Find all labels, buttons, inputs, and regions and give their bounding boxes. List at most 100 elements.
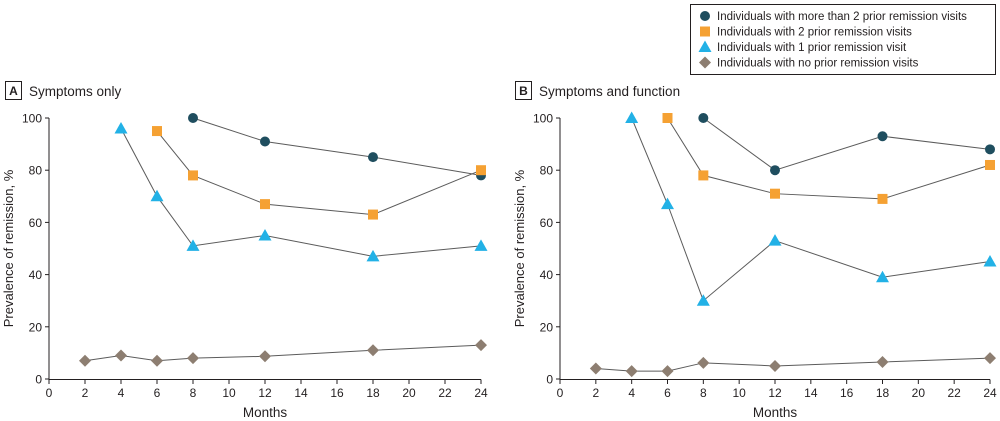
x-tick-label: 4 bbox=[118, 386, 125, 400]
y-tick-label: 60 bbox=[29, 216, 43, 230]
x-tick-label: 24 bbox=[474, 386, 488, 400]
x-tick-label: 10 bbox=[222, 386, 236, 400]
x-tick-label: 14 bbox=[804, 386, 818, 400]
legend-label: Individuals with more than 2 prior remis… bbox=[717, 11, 967, 23]
legend: Individuals with more than 2 prior remis… bbox=[690, 4, 996, 75]
x-tick-label: 20 bbox=[402, 386, 416, 400]
x-tick-label: 6 bbox=[154, 386, 161, 400]
y-tick-label: 100 bbox=[533, 112, 553, 126]
data-point-diamond bbox=[769, 359, 781, 372]
x-tick-label: 18 bbox=[366, 386, 380, 400]
y-axis-label: Prevalence of remission, % bbox=[512, 169, 527, 327]
data-point-square bbox=[368, 209, 378, 220]
data-point-circle bbox=[985, 144, 995, 155]
data-point-diamond bbox=[187, 352, 199, 365]
data-point-circle bbox=[698, 113, 709, 123]
legend-label: Individuals with 2 prior remission visit… bbox=[717, 27, 912, 39]
data-point-square bbox=[985, 159, 995, 170]
y-tick-label: 20 bbox=[540, 320, 554, 334]
x-tick-label: 22 bbox=[438, 386, 452, 400]
x-tick-label: 12 bbox=[258, 386, 272, 400]
x-tick-label: 22 bbox=[947, 386, 961, 400]
data-point-square bbox=[476, 165, 486, 176]
data-point-square bbox=[698, 170, 709, 181]
x-tick-label: 20 bbox=[912, 386, 926, 400]
y-tick-label: 20 bbox=[29, 320, 43, 334]
data-point-triangle bbox=[876, 270, 889, 283]
data-point-diamond bbox=[115, 349, 127, 362]
x-tick-label: 8 bbox=[700, 386, 707, 400]
x-tick-label: 10 bbox=[732, 386, 746, 400]
data-point-diamond bbox=[367, 344, 379, 357]
data-point-diamond bbox=[79, 354, 91, 367]
data-point-square bbox=[152, 126, 162, 137]
data-point-circle bbox=[368, 152, 378, 163]
legend-label: Individuals with 1 prior remission visit bbox=[717, 42, 907, 54]
x-tick-label: 4 bbox=[628, 386, 635, 400]
data-point-triangle bbox=[474, 239, 488, 251]
x-tick-label: 2 bbox=[592, 386, 599, 400]
legend-box bbox=[690, 4, 996, 75]
series-line bbox=[84, 344, 482, 362]
data-point-diamond bbox=[151, 354, 163, 367]
data-point-triangle bbox=[186, 239, 200, 251]
data-point-triangle bbox=[983, 255, 997, 267]
data-point-triangle bbox=[114, 121, 128, 134]
data-point-diamond bbox=[589, 362, 602, 375]
data-point-diamond bbox=[475, 339, 487, 352]
data-point-circle bbox=[260, 136, 270, 147]
series-line bbox=[667, 117, 991, 200]
x-axis-label: Months bbox=[243, 405, 288, 420]
data-point-diamond bbox=[661, 365, 674, 378]
data-point-diamond bbox=[876, 356, 889, 369]
series-line bbox=[120, 128, 482, 257]
x-tick-label: 2 bbox=[82, 386, 89, 400]
legend-triangle-icon bbox=[698, 40, 712, 52]
data-point-circle bbox=[877, 131, 888, 142]
data-point-triangle bbox=[768, 234, 782, 246]
data-point-diamond bbox=[984, 352, 996, 365]
y-axis-label: Prevalence of remission, % bbox=[1, 169, 16, 327]
data-point-circle bbox=[188, 113, 198, 123]
y-tick-label: 40 bbox=[540, 268, 554, 282]
data-point-triangle bbox=[661, 197, 674, 210]
panel-letter: A bbox=[9, 84, 18, 98]
x-tick-label: 14 bbox=[294, 386, 308, 400]
panel-title: Symptoms only bbox=[29, 84, 122, 99]
x-tick-label: 16 bbox=[330, 386, 344, 400]
data-point-triangle bbox=[258, 228, 272, 241]
data-point-diamond bbox=[697, 356, 710, 369]
data-point-circle bbox=[770, 165, 780, 176]
data-point-triangle bbox=[625, 111, 639, 123]
legend-diamond-icon bbox=[699, 56, 711, 69]
panel-letter-box bbox=[515, 81, 532, 100]
x-tick-label: 0 bbox=[46, 386, 53, 400]
y-tick-label: 60 bbox=[540, 216, 554, 230]
x-axis-label: Months bbox=[753, 405, 798, 420]
data-point-triangle bbox=[366, 249, 380, 262]
panel-letter: B bbox=[519, 84, 528, 98]
series-line bbox=[192, 117, 482, 176]
data-point-diamond bbox=[259, 350, 271, 363]
x-tick-label: 6 bbox=[664, 386, 671, 400]
data-point-square bbox=[260, 199, 270, 210]
data-point-square bbox=[770, 188, 780, 199]
y-tick-label: 40 bbox=[29, 268, 43, 282]
data-point-triangle bbox=[696, 294, 710, 306]
y-tick-label: 0 bbox=[546, 373, 553, 387]
panel-title: Symptoms and function bbox=[539, 84, 680, 99]
data-point-diamond bbox=[625, 365, 638, 378]
series-line bbox=[595, 357, 991, 372]
y-tick-label: 80 bbox=[29, 164, 43, 178]
series-line bbox=[703, 117, 991, 171]
series-line bbox=[156, 130, 482, 216]
x-tick-label: 12 bbox=[768, 386, 782, 400]
x-tick-label: 24 bbox=[983, 386, 997, 400]
y-tick-label: 100 bbox=[22, 112, 42, 126]
y-tick-label: 0 bbox=[35, 373, 42, 387]
legend-label: Individuals with no prior remission visi… bbox=[717, 58, 919, 70]
panel-letter-box bbox=[5, 81, 22, 100]
